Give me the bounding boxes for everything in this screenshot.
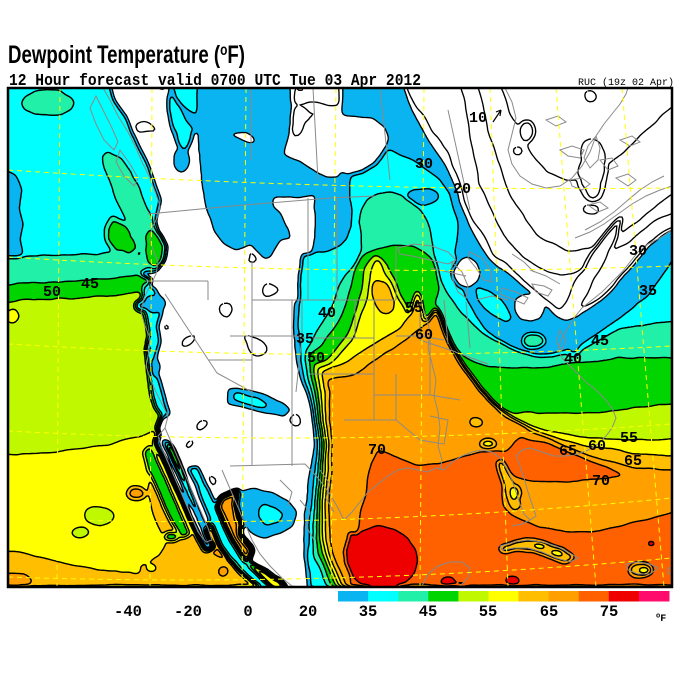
svg-text:45: 45 <box>591 333 609 350</box>
svg-text:30: 30 <box>629 243 647 260</box>
svg-text:55: 55 <box>405 300 423 317</box>
svg-text:60: 60 <box>588 438 606 455</box>
svg-text:oF: oF <box>656 613 666 626</box>
svg-text:60: 60 <box>415 327 433 344</box>
svg-text:45: 45 <box>81 276 99 293</box>
svg-text:35: 35 <box>359 603 378 621</box>
svg-text:40: 40 <box>318 305 336 322</box>
svg-text:50: 50 <box>43 284 61 301</box>
svg-text:75: 75 <box>600 603 619 621</box>
svg-text:45: 45 <box>419 603 438 621</box>
svg-text:65: 65 <box>559 443 577 460</box>
svg-text:-20: -20 <box>174 603 202 621</box>
svg-text:55: 55 <box>620 430 638 447</box>
svg-text:55: 55 <box>479 603 498 621</box>
svg-text:65: 65 <box>540 603 559 621</box>
svg-text:35: 35 <box>296 331 314 348</box>
svg-text:0: 0 <box>243 603 252 621</box>
svg-text:70: 70 <box>592 473 610 490</box>
svg-text:12 Hour forecast valid 0700 UT: 12 Hour forecast valid 0700 UTC Tue 03 A… <box>9 71 421 90</box>
svg-text:20: 20 <box>299 603 318 621</box>
svg-text:30: 30 <box>415 156 433 173</box>
svg-text:50: 50 <box>307 350 325 367</box>
svg-text:-40: -40 <box>114 603 142 621</box>
svg-text:65: 65 <box>624 453 642 470</box>
svg-text:RUC (19z 02 Apr): RUC (19z 02 Apr) <box>578 77 674 89</box>
svg-text:20: 20 <box>453 181 471 198</box>
svg-text:70: 70 <box>368 442 386 459</box>
svg-text:Dewpoint Temperature (oF): Dewpoint Temperature (oF) <box>8 41 245 69</box>
svg-text:35: 35 <box>639 283 657 300</box>
svg-text:40: 40 <box>564 351 582 368</box>
svg-text:10: 10 <box>469 110 487 127</box>
